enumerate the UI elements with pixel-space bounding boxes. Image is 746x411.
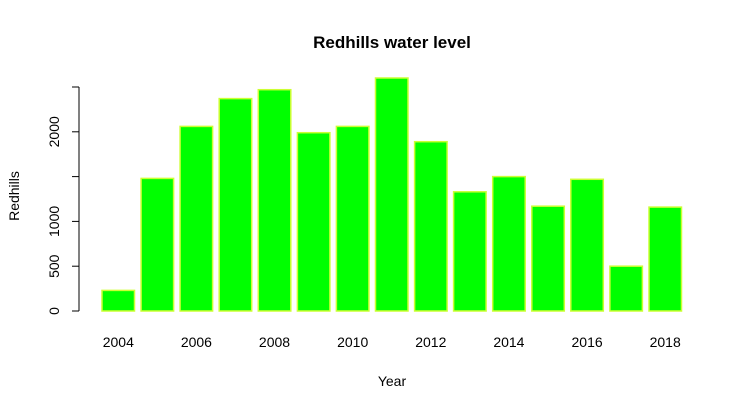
bar-2014 — [491, 175, 526, 312]
bar-2015 — [531, 205, 566, 312]
x-tick-label-2014: 2014 — [493, 334, 524, 350]
bar-2007 — [218, 97, 253, 312]
bars-group — [101, 77, 683, 312]
y-tick-label-1000: 1000 — [46, 206, 62, 237]
x-axis-label: Year — [378, 373, 407, 389]
chart-title: Redhills water level — [313, 33, 471, 52]
bar-2004 — [101, 289, 136, 312]
x-axis-labels: 2004 2006 2008 2010 2012 2014 2016 2018 — [103, 334, 681, 350]
bar-2016 — [570, 178, 605, 312]
x-tick-label-2004: 2004 — [103, 334, 134, 350]
x-tick-label-2012: 2012 — [415, 334, 446, 350]
x-tick-label-2016: 2016 — [572, 334, 603, 350]
y-axis: 0 500 1000 2000 — [46, 86, 80, 315]
y-tick-label-0: 0 — [46, 307, 62, 315]
bar-2005 — [140, 177, 175, 312]
bar-2017 — [609, 265, 644, 312]
bar-2006 — [179, 125, 214, 312]
bar-2009 — [296, 131, 331, 312]
x-tick-label-2018: 2018 — [650, 334, 681, 350]
bar-2011 — [374, 77, 409, 312]
y-tick-label-2000: 2000 — [46, 116, 62, 147]
bar-2012 — [413, 140, 448, 312]
x-tick-label-2010: 2010 — [337, 334, 368, 350]
x-tick-label-2006: 2006 — [181, 334, 212, 350]
bar-2018 — [648, 206, 683, 312]
y-tick-label-500: 500 — [46, 254, 62, 278]
y-axis-label: Redhills — [6, 171, 22, 221]
bar-2008 — [257, 88, 292, 312]
bar-2013 — [452, 191, 487, 312]
x-tick-label-2008: 2008 — [259, 334, 290, 350]
bar-2010 — [335, 125, 370, 312]
